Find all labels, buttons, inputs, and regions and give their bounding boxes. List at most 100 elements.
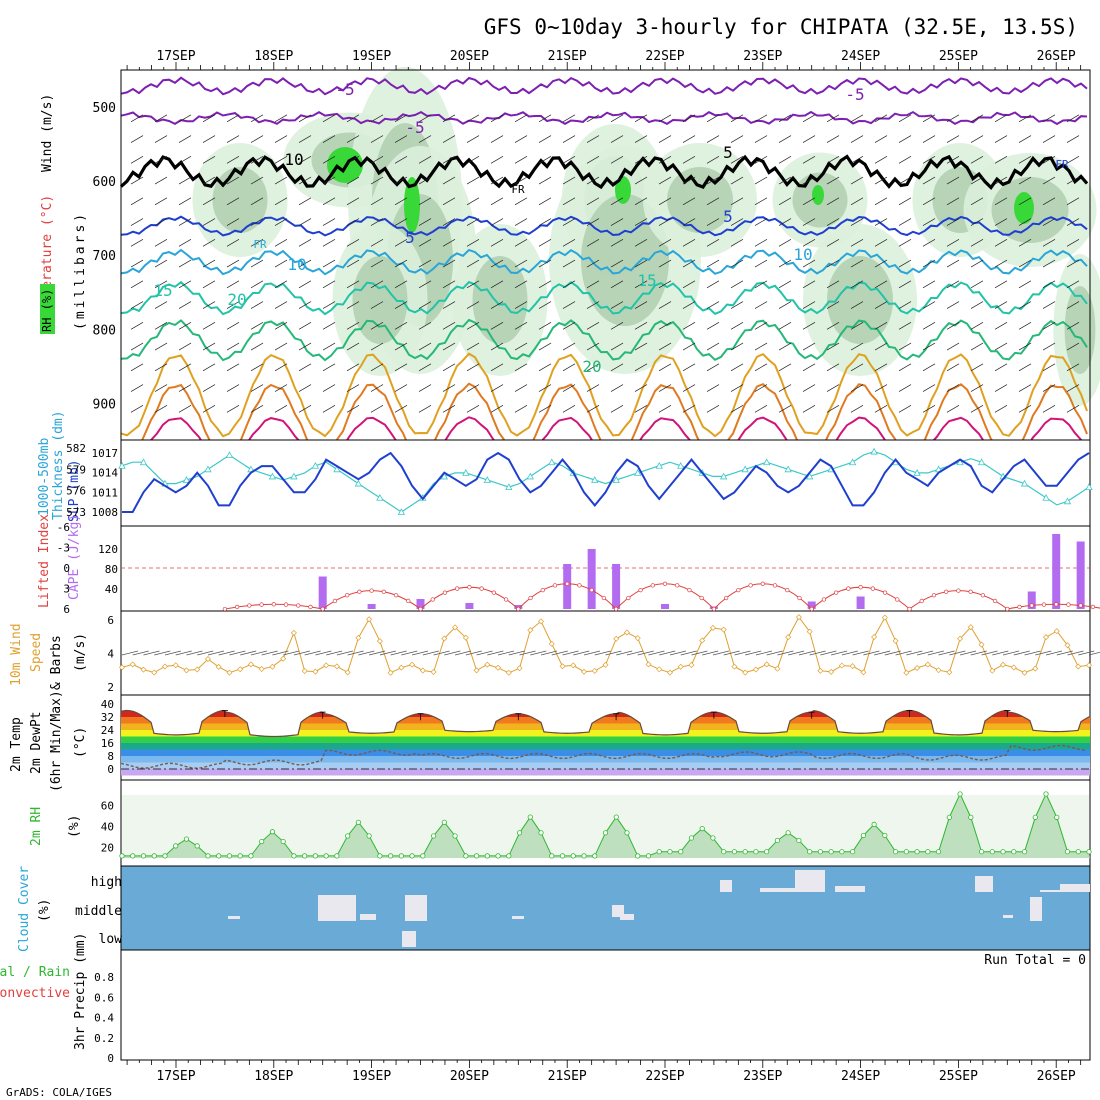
- slp-label: SLP (mb): [67, 459, 82, 522]
- wind-barb-10m: [1088, 651, 1100, 656]
- bottom-date-label: 26SEP: [1037, 1069, 1076, 1084]
- ylabel-wind: Wind (m/s): [40, 94, 55, 172]
- wind-barb: [610, 280, 624, 289]
- wind-barb: [1066, 404, 1080, 413]
- wind-marker: [656, 666, 663, 673]
- li-tick: -6: [57, 521, 70, 534]
- contour-label: FR: [1055, 158, 1069, 171]
- wind-barb: [634, 156, 648, 164]
- wind-barb: [898, 259, 912, 268]
- wind-barb-10m: [369, 650, 386, 656]
- wind-barb: [1018, 280, 1032, 289]
- rh2m-marker: [194, 843, 200, 849]
- thickness-marker: [612, 476, 620, 483]
- wind-barb: [178, 156, 192, 164]
- wind-barb: [1066, 342, 1080, 351]
- wind-barb: [154, 342, 168, 351]
- purple-contour-lower: [120, 110, 1088, 126]
- wind-barb: [730, 259, 744, 268]
- wind-barb: [538, 156, 552, 164]
- wind-barb-10m: [927, 650, 944, 656]
- wind-barb: [610, 135, 624, 143]
- wind-barb: [154, 259, 168, 268]
- wind-barb: [1018, 384, 1032, 392]
- wind-barb-10m: [831, 650, 848, 656]
- wind-barb: [586, 404, 600, 413]
- wind-barb: [754, 363, 768, 372]
- wind-barb: [178, 321, 192, 330]
- wind-barb-10m: [1035, 650, 1052, 656]
- wind-barb: [730, 114, 744, 123]
- wind-marker: [183, 667, 190, 674]
- temp-tick: 16: [101, 737, 114, 750]
- wind-barb: [418, 176, 432, 185]
- wind-barb: [514, 404, 528, 413]
- wind-barb: [250, 280, 264, 289]
- wind-barb: [562, 259, 576, 268]
- wind-barb: [682, 363, 696, 372]
- wind-barb: [658, 197, 672, 206]
- wind-barb: [634, 363, 648, 372]
- wind-barb: [1042, 218, 1056, 226]
- wind-barb: [370, 301, 384, 309]
- wind-barb: [826, 280, 840, 289]
- wind-barb: [346, 114, 360, 123]
- wind-marker: [785, 634, 792, 641]
- wind-barb: [850, 156, 864, 164]
- wind-barb-10m: [906, 650, 923, 656]
- wind-barb: [562, 363, 576, 372]
- wind-barb-10m: [508, 650, 525, 656]
- wind-barb-10m: [841, 650, 858, 656]
- slp-line: [122, 451, 1090, 513]
- slp-ticks: 582 579 576 573 1017 1014 1011 1008: [66, 442, 118, 519]
- thickness-marker: [483, 476, 491, 483]
- wind-barb: [706, 404, 720, 413]
- wind-barb: [778, 342, 792, 351]
- wind-barb: [226, 404, 240, 413]
- wind-barb-10m: [218, 650, 235, 656]
- wind-marker: [527, 627, 534, 634]
- wind-barb: [274, 156, 288, 164]
- wind-marker: [269, 663, 276, 670]
- wind-barb-10m: [1013, 650, 1030, 656]
- wind-barb: [610, 404, 624, 413]
- li-marker: [626, 595, 631, 601]
- wind-barb: [202, 176, 216, 185]
- wind-barb: [490, 197, 504, 206]
- wind-barb: [490, 156, 504, 164]
- wind-marker: [849, 663, 856, 670]
- wind-label3: & Barbs: [49, 635, 64, 690]
- cloud-block: [1003, 915, 1013, 918]
- thickness-marker: [182, 476, 191, 483]
- wind-barb: [610, 239, 624, 247]
- li-marker: [467, 585, 472, 590]
- wind-barb: [946, 301, 960, 309]
- wind-barb: [922, 114, 936, 123]
- wind-barb: [754, 218, 768, 226]
- wind-barb: [730, 135, 744, 143]
- rh2m-marker: [721, 849, 727, 855]
- wind-marker: [903, 669, 910, 676]
- wind-barb: [994, 342, 1008, 351]
- wind-barb: [826, 218, 840, 226]
- wind-barb-10m: [261, 650, 278, 656]
- wind-barb: [250, 197, 264, 206]
- rh2m-marker: [946, 814, 952, 820]
- wind-barb: [130, 156, 144, 164]
- wind-barb: [514, 114, 528, 123]
- wind-barb: [538, 239, 552, 247]
- top-date-label: 26SEP: [1037, 49, 1076, 64]
- wind-marker: [548, 640, 555, 647]
- thickness-marker: [784, 465, 792, 473]
- cape-bar: [465, 603, 474, 609]
- wind-barb: [466, 197, 480, 206]
- rh2m-marker: [495, 853, 501, 859]
- wind-barb: [850, 280, 864, 289]
- wind-barb: [874, 301, 888, 309]
- wind-barb: [562, 239, 576, 247]
- rh2m-marker: [753, 849, 759, 855]
- wind-barb: [1042, 197, 1056, 206]
- panel-frame-cloud: [120, 865, 1091, 951]
- wind-barb: [898, 342, 912, 351]
- wind-barb-10m: [422, 650, 439, 656]
